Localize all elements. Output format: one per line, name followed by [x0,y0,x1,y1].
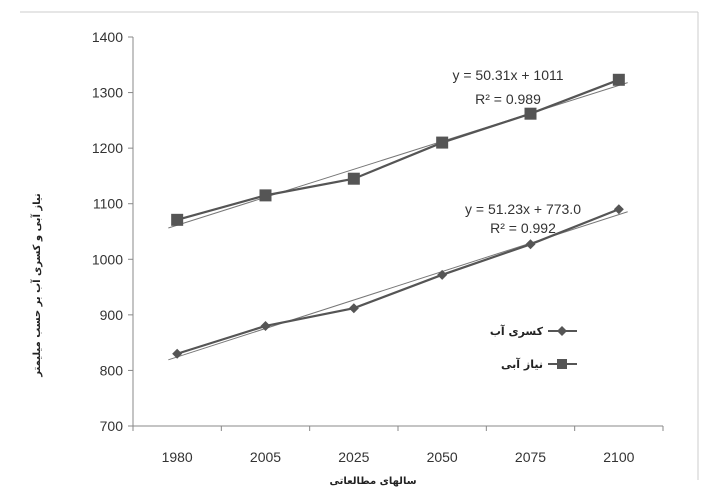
y-axis-title: نیاز آبی و کسری آب بر حسب میلیمتر [30,193,43,377]
deficit-point [613,204,624,215]
y-tick-label: 700 [100,418,124,434]
deficit-point [348,303,359,314]
deficit-point [437,269,448,280]
y-tick-label: 1100 [93,196,123,212]
y-tick-label: 1400 [92,29,123,45]
deficit-trend-r2: R² = 0.992 [490,220,556,236]
y-tick-label: 1200 [92,140,123,156]
legend-marker-demand [557,359,567,369]
x-tick-label: 1980 [162,449,193,465]
demand-series-line [176,78,620,221]
y-tick-label: 800 [100,362,124,378]
demand-point [612,73,625,86]
demand-point [171,213,184,226]
demand-point [347,172,360,185]
demand-trend-equation: y = 50.31x + 1011 [452,67,563,83]
deficit-trend-equation: y = 51.23x + 773.0 [465,201,581,217]
x-tick-label: 2050 [427,449,458,465]
x-tick-label: 2025 [338,449,369,465]
x-axis-title: سالهای مطالعاتی [329,476,416,487]
y-tick-label: 1300 [92,85,123,101]
x-tick-label: 2005 [250,449,281,465]
y-axis-ticks: 700 800 900 1000 1100 1200 1300 1400 [92,29,133,434]
deficit-point [260,320,271,331]
demand-point [524,107,537,120]
y-tick-label: 900 [100,307,124,323]
demand-trend-r2: R² = 0.989 [475,91,541,107]
legend-marker-deficit [557,326,567,336]
demand-point [436,136,449,149]
deficit-series-line [176,208,620,355]
deficit-point [172,348,183,359]
legend-label-deficit: کسری آب [490,324,544,338]
series-layer [168,73,628,361]
demand-point [259,189,272,202]
x-tick-label: 2075 [515,449,546,465]
legend: کسری آب نیاز آبی [490,324,577,371]
legend-label-demand: نیاز آبی [501,357,543,371]
deficit-point [525,239,536,250]
x-axis-ticks: 1980 2005 2025 2050 2075 2100 [132,426,664,465]
y-tick-label: 1000 [92,251,123,267]
x-tick-label: 2100 [603,449,634,465]
